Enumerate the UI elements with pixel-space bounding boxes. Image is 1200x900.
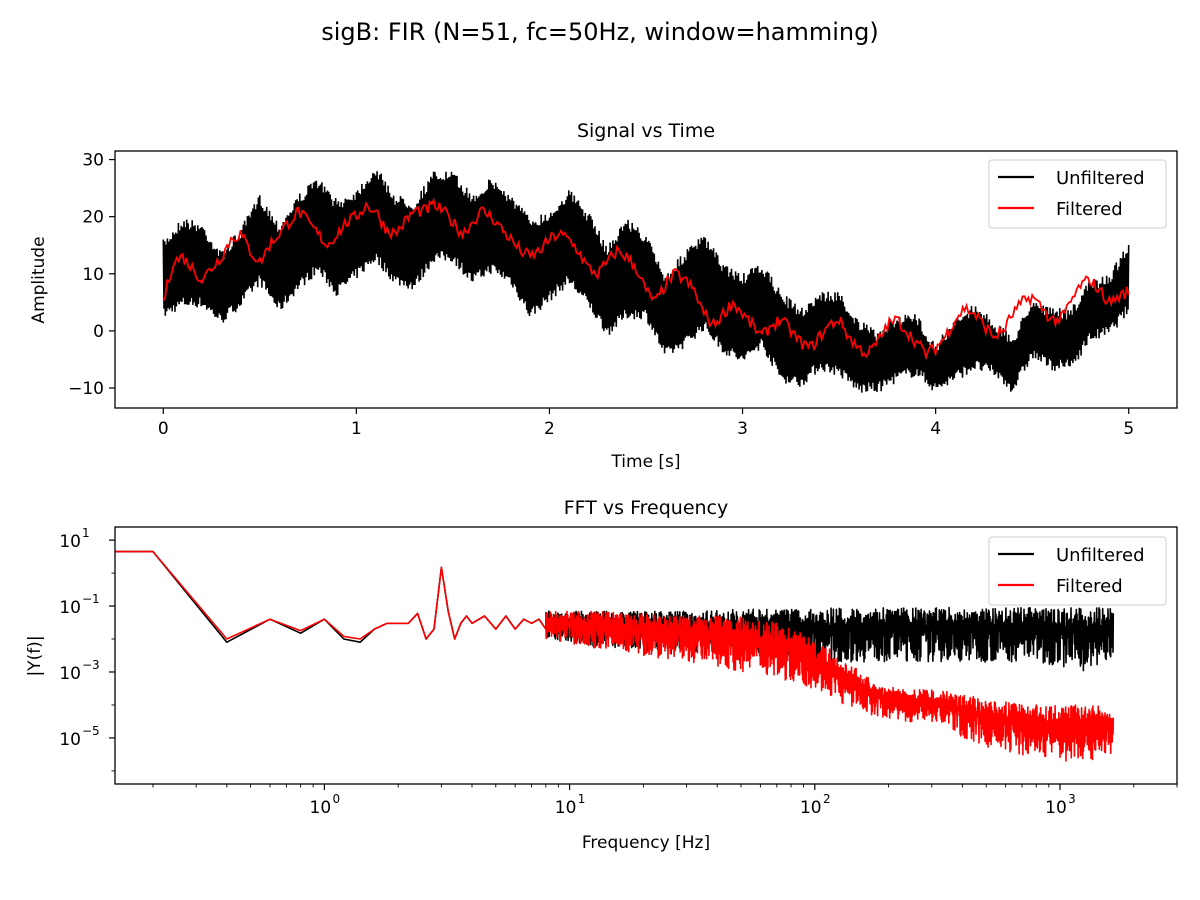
x-tick-label: 1 — [351, 419, 362, 439]
x-tick-label: 10 — [800, 798, 822, 818]
fft-chart-ylabel: |Y(f)| — [25, 635, 45, 676]
x-tick-label: 0 — [158, 419, 169, 439]
fft-chart-frame — [114, 526, 1178, 785]
x-tick-label: 4 — [930, 419, 941, 439]
fft-chart-legend: Unfiltered Filtered — [988, 536, 1167, 606]
series-filtered-line — [162, 197, 1130, 361]
time-chart-title: Signal vs Time — [577, 120, 715, 142]
x-tick-exponent: 0 — [333, 792, 341, 806]
x-tick-label: 10 — [555, 798, 577, 818]
x-tick-label: 10 — [310, 798, 332, 818]
y-tick-label: −10 — [68, 379, 104, 399]
x-tick-label: 10 — [1045, 798, 1067, 818]
x-tick-exponent: 1 — [578, 792, 586, 806]
x-tick-exponent: 3 — [1068, 792, 1076, 806]
y-tick-label: 30 — [82, 151, 104, 171]
y-tick-label: 10 — [59, 730, 81, 750]
legend-label-unfiltered: Unfiltered — [1056, 545, 1145, 566]
series-filtered-line — [115, 550, 1115, 762]
y-tick-exponent: −1 — [82, 592, 100, 606]
x-tick-label: 3 — [737, 419, 748, 439]
y-tick-exponent: 1 — [82, 526, 90, 540]
time-chart-frame — [114, 150, 1178, 409]
y-tick-label: 0 — [93, 322, 104, 342]
legend-label-filtered: Filtered — [1056, 199, 1123, 220]
x-tick-exponent: 2 — [823, 792, 831, 806]
fft-chart-title: FFT vs Frequency — [564, 497, 729, 519]
y-tick-label: 10 — [59, 664, 81, 684]
figure-suptitle: sigB: FIR (N=51, fc=50Hz, window=hamming… — [321, 18, 879, 46]
y-tick-label: 10 — [59, 598, 81, 618]
series-unfiltered-line — [162, 171, 1130, 393]
time-chart-ylabel: Amplitude — [29, 236, 49, 323]
time-chart-legend: Unfiltered Filtered — [988, 159, 1167, 229]
y-tick-exponent: −3 — [82, 658, 100, 672]
time-chart-xlabel: Time [s] — [610, 452, 680, 472]
y-tick-exponent: −5 — [82, 724, 100, 738]
y-tick-label: 20 — [82, 208, 104, 228]
x-tick-label: 2 — [544, 419, 555, 439]
y-tick-label: 10 — [59, 532, 81, 552]
legend-label-unfiltered: Unfiltered — [1056, 168, 1145, 189]
fft-chart: FFT vs Frequency Frequency [Hz] |Y(f)| 1… — [25, 497, 1178, 853]
x-tick-label: 5 — [1123, 419, 1134, 439]
legend-label-filtered: Filtered — [1056, 576, 1123, 597]
y-tick-label: 10 — [82, 265, 104, 285]
fft-chart-xlabel: Frequency [Hz] — [582, 833, 710, 853]
time-chart: Signal vs Time Time [s] Amplitude 0 1 2 3 4 5… — [29, 120, 1178, 472]
